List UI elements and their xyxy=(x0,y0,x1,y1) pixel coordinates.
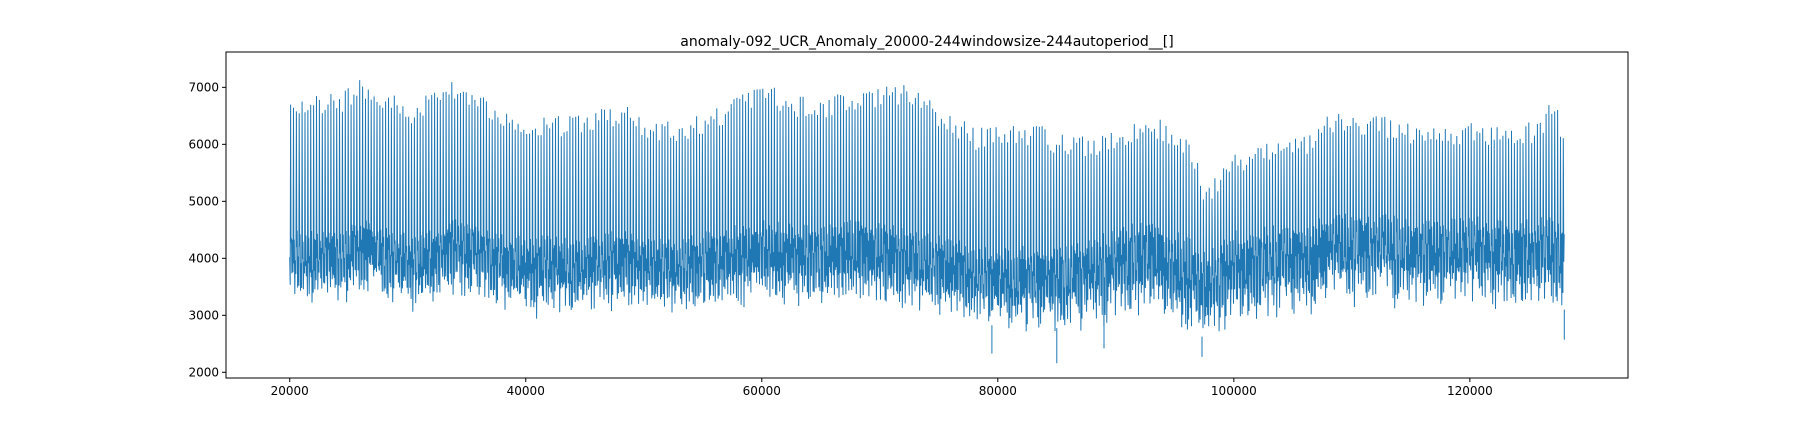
x-tick-label: 80000 xyxy=(979,384,1017,398)
y-tick-label: 6000 xyxy=(188,137,219,151)
plot-area xyxy=(289,80,1565,364)
x-axis: 20000 40000 60000 80000 100000 120000 xyxy=(271,378,1493,398)
x-tick-label: 20000 xyxy=(271,384,309,398)
y-axis: 2000 3000 4000 5000 6000 7000 xyxy=(188,80,226,379)
y-tick-label: 2000 xyxy=(188,365,219,379)
y-tick-label: 3000 xyxy=(188,308,219,322)
y-tick-label: 7000 xyxy=(188,80,219,94)
chart-title: anomaly-092_UCR_Anomaly_20000-244windows… xyxy=(680,34,1173,50)
y-tick-label: 4000 xyxy=(188,251,219,265)
y-tick-label: 5000 xyxy=(188,194,219,208)
axes-frame xyxy=(225,51,1629,379)
x-tick-label: 120000 xyxy=(1447,384,1493,398)
x-tick-label: 40000 xyxy=(507,384,545,398)
x-tick-label: 100000 xyxy=(1211,384,1257,398)
series-line xyxy=(289,80,1565,364)
x-tick-label: 60000 xyxy=(743,384,781,398)
